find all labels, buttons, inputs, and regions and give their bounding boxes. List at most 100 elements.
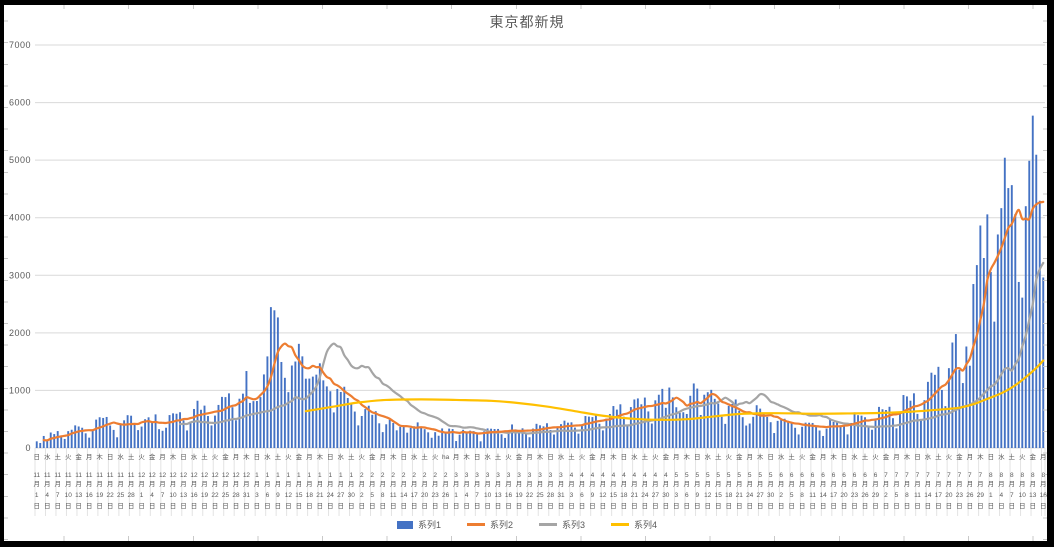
x-axis-label-part: 月 [338, 480, 345, 488]
x-axis-label-part: 月 [1019, 480, 1026, 488]
x-axis-label-part: 日 [180, 502, 187, 510]
x-axis-label-part: 水 [925, 452, 932, 461]
bar-day-271 [982, 258, 985, 448]
bar-day-74 [294, 361, 297, 448]
x-axis-label: 土 11月 7 日 [54, 452, 61, 510]
x-axis-label-part: 日 [694, 502, 701, 510]
y-axis-tick-label: 7000 [9, 40, 31, 50]
bar-day-144 [539, 425, 541, 448]
x-axis-label-part: 月 [788, 480, 795, 488]
bar-day-8 [63, 438, 66, 448]
bar-day-94 [364, 409, 367, 448]
x-axis-label-part: 日 [757, 502, 764, 510]
x-axis-label: 日 3月 28 日 [547, 453, 555, 510]
x-axis-label-part: 5 [737, 472, 741, 479]
x-axis-label-part: 木 [390, 452, 397, 461]
bar-day-7 [60, 437, 63, 448]
chart-legend[interactable]: 系列1 系列2 系列3 系列4 [0, 518, 1054, 531]
x-axis-label-part: 2 [444, 472, 448, 479]
x-axis-label-part: 水 [191, 452, 198, 461]
x-axis-label-part: 28 [127, 492, 135, 499]
bar-day-49 [207, 415, 209, 448]
x-axis-label-part: 月 [841, 480, 848, 488]
x-axis-label: 土 4月 3 日 [568, 452, 575, 510]
x-axis-label-part: 28 [547, 492, 555, 499]
bar-day-153 [570, 422, 573, 448]
x-axis-label-part: 月 [537, 480, 544, 488]
bar-day-163 [605, 418, 608, 448]
x-axis-label: 日 1月 24 日 [327, 453, 335, 510]
bar-day-159 [591, 417, 594, 448]
x-axis-label-part: 日 [862, 502, 869, 510]
chart-title[interactable]: 東京都新規 [489, 14, 565, 30]
x-axis-label-part: 11 [107, 472, 114, 479]
x-axis-label-part: 日 [788, 502, 795, 510]
bar-day-138 [518, 430, 520, 448]
x-axis-label-part: 1 [297, 472, 301, 479]
x-axis-label-part: 17 [935, 492, 943, 499]
x-axis-label-part: 日 [631, 502, 638, 510]
bar-day-263 [954, 334, 957, 448]
x-axis-label-part: 8 [905, 492, 909, 499]
x-axis-label-part: 24 [641, 492, 649, 499]
x-axis-label-part: 火 [1019, 454, 1026, 461]
x-axis-label-part: 月 [327, 480, 334, 488]
bar-day-266 [965, 346, 968, 448]
x-axis-label-part: 月 [988, 480, 995, 488]
x-axis-label: 金 12月 25 日 [222, 452, 230, 510]
x-axis-label-part: 金 [736, 452, 743, 461]
x-axis-label-part: 日 [988, 502, 995, 510]
x-axis-label-part: 11 [117, 472, 124, 479]
x-axis-label: 水 7月 14 日 [924, 452, 932, 510]
x-axis-label-part: 日 [285, 502, 292, 510]
x-axis-label-part: 19 [96, 492, 104, 499]
x-axis-label-part: 13 [494, 492, 502, 499]
bar-day-64 [259, 397, 262, 448]
legend-item-系列1[interactable]: 系列1 [396, 518, 441, 531]
bar-day-220 [804, 422, 807, 448]
bar-day-20 [105, 416, 108, 448]
bar-day-259 [940, 389, 943, 448]
x-axis-label-part: 12 [159, 472, 167, 479]
x-axis-label-part: 月 [883, 480, 890, 488]
bar-day-143 [535, 423, 538, 448]
x-axis-label-part: 6 [842, 472, 846, 479]
legend-item-系列4[interactable]: 系列4 [611, 518, 657, 531]
x-axis-label-part: 火 [212, 454, 219, 461]
x-axis-label-part: 水 [411, 452, 418, 461]
x-axis-label-part: 17 [830, 492, 838, 499]
bar-day-45 [193, 408, 195, 448]
x-axis-label-part: 土 [348, 452, 355, 461]
x-axis-label-part: 月 [526, 480, 533, 488]
bar-day-222 [811, 422, 814, 448]
bar-day-40 [175, 413, 178, 448]
x-axis-label-part: 30 [767, 492, 775, 499]
bar-day-273 [989, 271, 992, 448]
bar-day-226 [825, 428, 828, 448]
x-axis-label-part: 3 [465, 472, 469, 479]
x-axis-label-part: 月 [904, 480, 911, 488]
bar-day-126 [476, 434, 479, 448]
x-axis-label: 金 1月 15 日 [295, 452, 303, 510]
bar-day-56 [231, 407, 234, 448]
bar-day-219 [801, 426, 804, 448]
legend-item-系列2[interactable]: 系列2 [466, 518, 513, 531]
x-axis-label-part: 28 [232, 492, 240, 499]
x-axis-label: 土 1月 9 日 [275, 452, 282, 510]
bar-day-200 [734, 399, 737, 448]
x-axis-label-part: 4 [465, 492, 469, 499]
x-axis-label-part: 11 [128, 472, 135, 479]
bar-day-236 [860, 415, 863, 448]
sheet-column-ticks-top [0, 5, 1054, 9]
bar-day-240 [874, 420, 877, 448]
bar-day-199 [731, 403, 734, 448]
x-axis-label-part: 日 [33, 453, 40, 461]
legend-item-系列3[interactable]: 系列3 [539, 518, 585, 531]
x-axis-label-part: 土 [275, 452, 282, 461]
x-axis-label: 土 6月 26 日 [861, 452, 869, 510]
x-axis-label-part: 木 [977, 452, 984, 461]
bar-day-129 [486, 428, 489, 448]
